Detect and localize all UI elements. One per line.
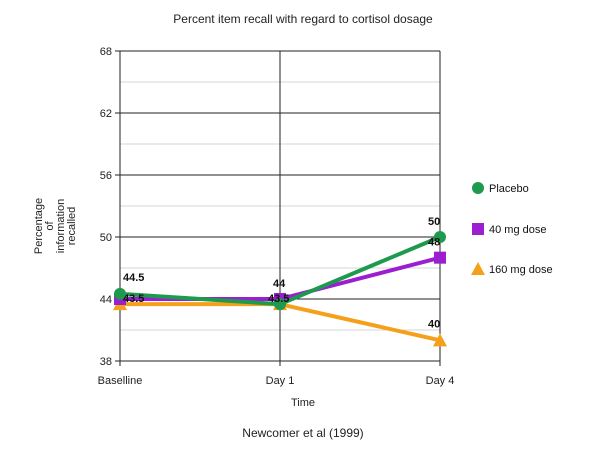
y-tick-label: 56 [100,170,112,182]
legend-item: Placebo [472,182,529,195]
legend-item: 160 mg dose [471,262,553,276]
tick-labels: 38 44 50 56 62 68 Baselline Day 1 Day 4 [98,46,455,387]
y-tick-label: 62 [100,108,112,120]
data-label: 43.5 [268,293,289,305]
circle-marker [472,182,484,194]
chart-title: Percent item recall with regard to corti… [173,12,433,26]
x-tick-label: Day 4 [426,375,455,387]
y-axis-title-line: recalled [66,207,78,246]
x-tick-label: Day 1 [266,375,295,387]
y-axis-title: Percentageofinformationrecalled [33,198,78,254]
square-marker [434,251,446,264]
x-axis-title: Time [291,397,315,409]
data-label: 50 [428,216,440,228]
source-note: Newcomer et al (1999) [242,426,363,440]
triangle-marker [433,333,447,347]
data-label: 43.5 [123,293,144,305]
y-tick-label: 68 [100,46,112,58]
axes [115,50,441,366]
y-tick-label: 44 [100,294,112,306]
series [113,231,447,347]
x-tick-label: Baselline [98,375,143,387]
circle-marker [114,287,126,300]
y-axis-title-line: Percentage [33,198,45,254]
grid [120,50,440,362]
square-marker [472,223,484,235]
series-placebo [114,231,446,311]
data-label: 44 [273,278,286,290]
circle-marker [434,231,446,243]
y-tick-label: 50 [100,232,112,244]
data-label: 44.5 [123,272,144,284]
circle-marker [274,298,286,311]
y-tick-label: 38 [100,356,112,368]
y-axis-title-line: of [44,220,56,230]
data-label: 48 [428,237,440,249]
legend-item: 40 mg dose [472,223,546,236]
y-axis-title-line: information [55,199,67,253]
triangle-marker [471,262,485,275]
data-labels: 44.5 50 44 48 43.5 43.5 40 [123,216,440,330]
legend-label: Placebo [489,183,529,195]
legend-label: 160 mg dose [489,264,553,276]
legend: Placebo 40 mg dose 160 mg dose [471,182,553,276]
legend-label: 40 mg dose [489,224,546,236]
data-label: 40 [428,318,440,330]
